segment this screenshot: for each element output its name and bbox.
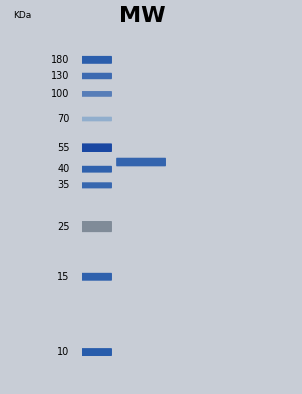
FancyBboxPatch shape — [81, 348, 112, 356]
FancyBboxPatch shape — [81, 73, 112, 79]
Text: MW: MW — [119, 6, 165, 26]
FancyBboxPatch shape — [81, 56, 112, 64]
Text: KDa: KDa — [14, 11, 32, 20]
Text: 100: 100 — [51, 89, 69, 99]
FancyBboxPatch shape — [81, 166, 112, 173]
Text: 35: 35 — [57, 180, 69, 190]
Text: 25: 25 — [57, 221, 69, 232]
FancyBboxPatch shape — [81, 273, 112, 281]
FancyBboxPatch shape — [81, 91, 112, 97]
Text: 40: 40 — [57, 164, 69, 174]
Text: 15: 15 — [57, 272, 69, 282]
Text: 10: 10 — [57, 347, 69, 357]
Text: 55: 55 — [57, 143, 69, 153]
FancyBboxPatch shape — [81, 117, 112, 121]
FancyBboxPatch shape — [116, 158, 166, 166]
FancyBboxPatch shape — [81, 143, 112, 152]
Text: 180: 180 — [51, 55, 69, 65]
FancyBboxPatch shape — [81, 221, 112, 232]
FancyBboxPatch shape — [81, 182, 112, 188]
Text: 130: 130 — [51, 71, 69, 81]
Text: 70: 70 — [57, 114, 69, 124]
